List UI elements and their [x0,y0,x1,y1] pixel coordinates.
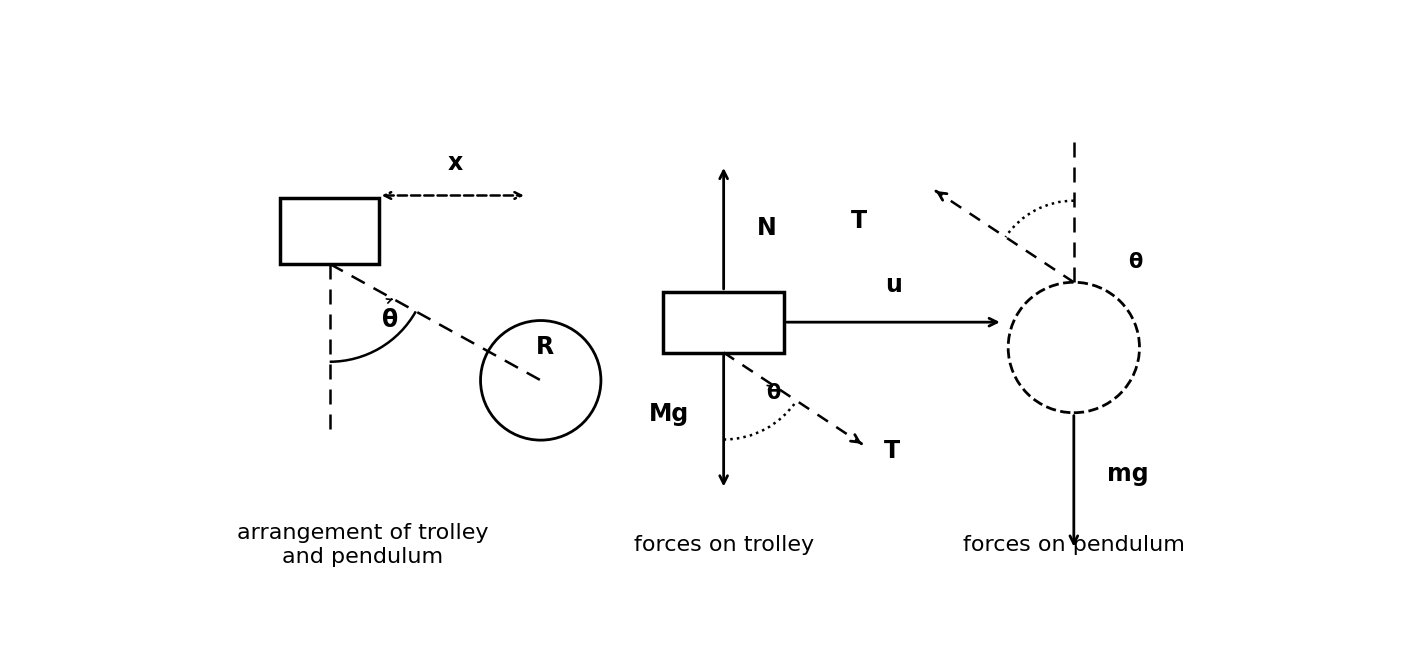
Text: θ: θ [381,308,398,332]
Ellipse shape [480,320,602,440]
Text: x: x [448,151,463,175]
Text: R: R [535,336,554,359]
Text: θ: θ [765,383,779,403]
Text: N: N [757,216,777,240]
Text: T: T [884,439,899,463]
Text: forces on pendulum: forces on pendulum [963,535,1185,555]
Text: u: u [885,273,902,297]
Text: forces on trolley: forces on trolley [634,535,813,555]
Text: Mg: Mg [648,402,689,426]
FancyBboxPatch shape [664,291,784,353]
Text: θ: θ [1128,252,1142,272]
Text: arrangement of trolley
and pendulum: arrangement of trolley and pendulum [237,524,489,567]
FancyBboxPatch shape [281,198,378,264]
Text: T: T [851,209,867,234]
Text: mg: mg [1107,463,1148,486]
Ellipse shape [1008,282,1139,413]
